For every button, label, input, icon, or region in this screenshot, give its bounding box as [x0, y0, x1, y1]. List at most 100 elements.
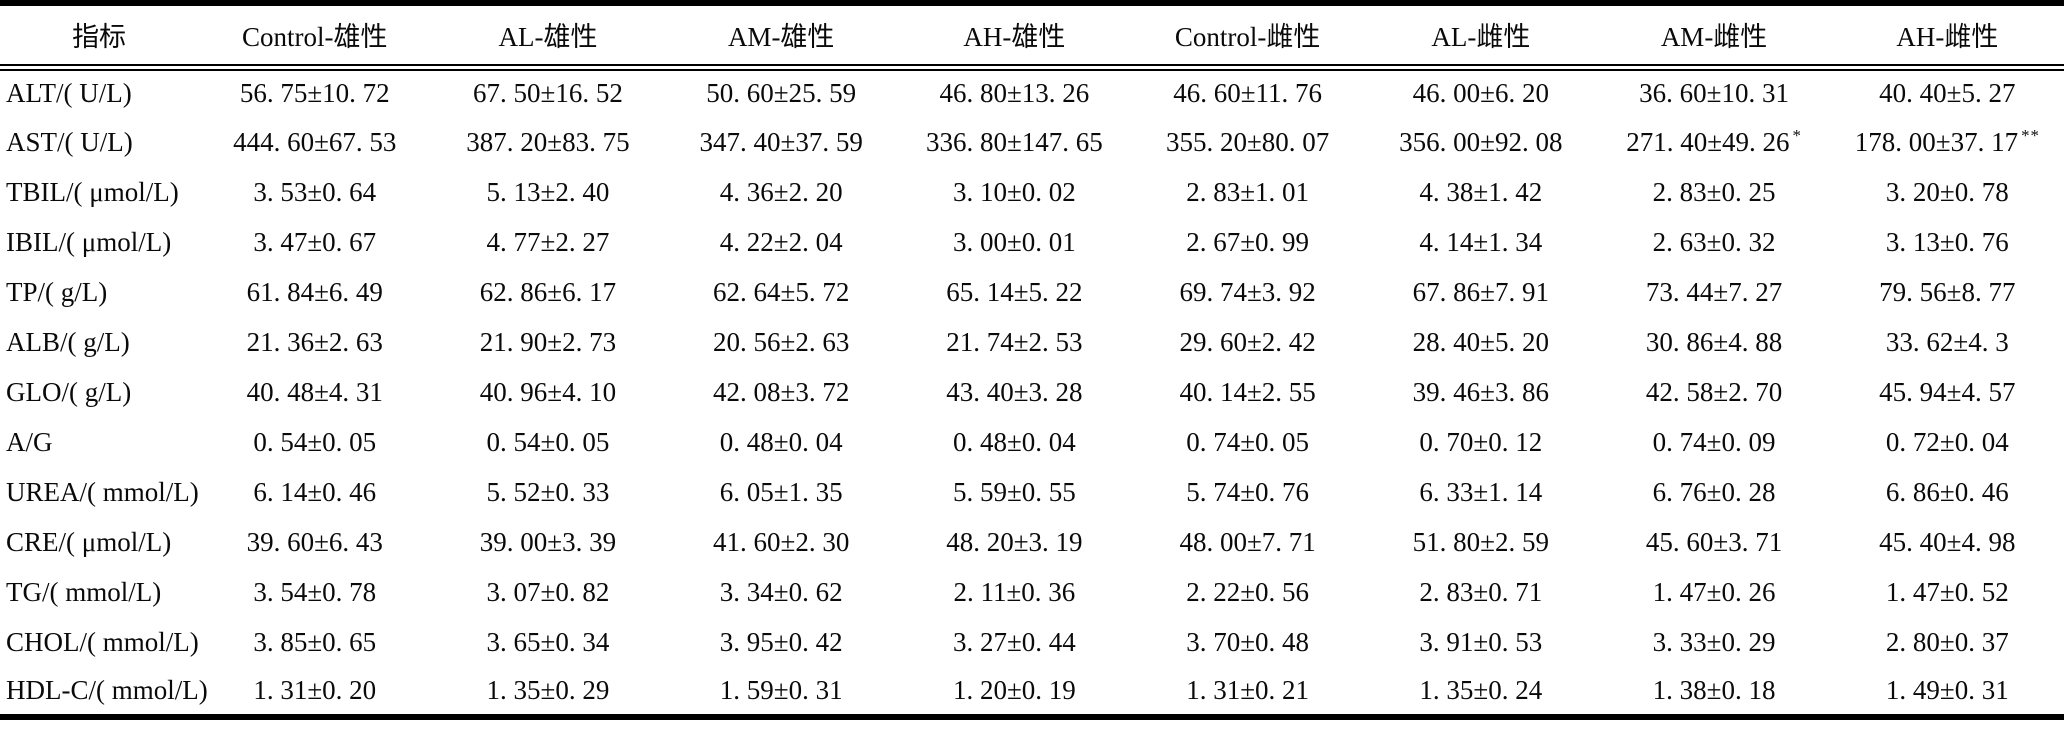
value-cell: 21. 90±2. 73	[479, 326, 617, 357]
value-cell: 3. 07±0. 82	[486, 576, 610, 607]
value-cell: 3. 53±0. 64	[253, 176, 377, 207]
value-cell: 29. 60±2. 42	[1179, 326, 1316, 357]
value-cell: 46. 80±13. 26	[939, 78, 1090, 109]
value-cell: 21. 36±2. 63	[246, 326, 383, 357]
table-row: CHOL/( mmol/L) 3. 85±0. 65 3. 65±0. 34 3. 9…	[0, 617, 2064, 667]
table-header: 指标 Control-雄性 AL-雄性 AM-雄性 AH-雄性 Control-雌性 AL-…	[0, 0, 2064, 71]
value-cell: 40. 40±5. 27	[1879, 78, 2016, 109]
value-cell: 48. 20±3. 19	[946, 526, 1083, 557]
value-cell: 79. 56±8. 77	[1879, 276, 2016, 307]
value-cell: 48. 00±7. 71	[1179, 526, 1316, 557]
table-row: CRE/( μmol/L) 39. 60±6. 43 39. 00±3. 39 41.…	[0, 517, 2064, 567]
value-cell: 336. 80±147. 65	[925, 126, 1103, 157]
column-header-group-6: AL-雌性	[1364, 0, 1598, 71]
value-cell: 355. 20±80. 07	[1165, 126, 1330, 157]
value-cell: 33. 62±4. 3	[1885, 326, 2009, 357]
column-header-indicator: 指标	[0, 0, 199, 71]
value-cell: 1. 35±0. 24	[1364, 667, 1598, 720]
value-cell: 73. 44±7. 27	[1645, 276, 1783, 307]
value-cell: 65. 14±5. 22	[946, 276, 1083, 307]
column-header-group-4: AH-雄性	[897, 0, 1132, 71]
value-cell: 5. 52±0. 33	[486, 476, 610, 507]
row-label: HDL-C/( mmol/L)	[0, 667, 208, 720]
row-label: TP/( g/L)	[6, 276, 108, 307]
value-cell: 41. 60±2. 30	[713, 526, 850, 557]
value-cell: 28. 40±5. 20	[1412, 326, 1549, 357]
row-label: IBIL/( μmol/L)	[6, 226, 172, 257]
column-header-group-1: Control-雄性	[198, 0, 432, 71]
value-cell: 69. 74±3. 92	[1179, 276, 1316, 307]
row-label: CRE/( μmol/L)	[6, 526, 172, 557]
value-cell: 0. 72±0. 04	[1885, 426, 2009, 457]
value-cell: 0. 74±0. 05	[1186, 426, 1310, 457]
row-label: A/G	[6, 426, 53, 457]
value-cell: 67. 50±16. 52	[473, 78, 623, 109]
value-cell: 3. 54±0. 78	[253, 576, 377, 607]
value-cell: 2. 63±0. 32	[1652, 226, 1776, 257]
value-cell: 1. 47±0. 52	[1885, 576, 2009, 607]
value-cell: 30. 86±4. 88	[1645, 326, 1783, 357]
value-cell: 0. 48±0. 04	[719, 426, 843, 457]
value-cell: 6. 76±0. 28	[1652, 476, 1776, 507]
value-cell: 178. 00±37. 17 **	[1854, 126, 2040, 157]
value-cell: 0. 48±0. 04	[952, 426, 1076, 457]
row-label: CHOL/( mmol/L)	[6, 626, 199, 657]
table-row: IBIL/( μmol/L) 3. 47±0. 67 4. 77±2. 27 4. 2…	[0, 217, 2064, 267]
table-body: ALT/( U/L) 56. 75±10. 72 67. 50±16. 52 50. …	[0, 67, 2064, 720]
table-row: UREA/( mmol/L) 6. 14±0. 46 5. 52±0. 33 6. 0…	[0, 467, 2064, 517]
value-cell: 2. 22±0. 56	[1186, 576, 1310, 607]
column-header-group-5: Control-雌性	[1131, 0, 1365, 71]
value-cell: 444. 60±67. 53	[233, 126, 397, 157]
table-row: TBIL/( μmol/L) 3. 53±0. 64 5. 13±2. 40 4. 3…	[0, 167, 2064, 217]
column-header-group-8: AH-雌性	[1830, 0, 2064, 71]
serum-biochemistry-table: 指标 Control-雄性 AL-雄性 AM-雄性 AH-雄性 Control-雌性 AL-…	[0, 0, 2064, 720]
value-cell: 1. 49±0. 31	[1830, 667, 2064, 720]
value-cell: 3. 27±0. 44	[952, 626, 1076, 657]
value-cell: 3. 70±0. 48	[1186, 626, 1310, 657]
value-cell: 2. 67±0. 99	[1186, 226, 1310, 257]
row-label: GLO/( g/L)	[6, 376, 132, 407]
value-cell: 3. 85±0. 65	[253, 626, 377, 657]
value-cell: 45. 40±4. 98	[1879, 526, 2016, 557]
table-row: A/G 0. 54±0. 05 0. 54±0. 05 0. 48±0. 04 0. 4…	[0, 417, 2064, 467]
value-cell: 51. 80±2. 59	[1412, 526, 1549, 557]
value-cell: 36. 60±10. 31	[1639, 78, 1789, 109]
value-cell: 46. 60±11. 76	[1173, 78, 1323, 109]
value-cell: 62. 86±6. 17	[479, 276, 617, 307]
value-cell: 50. 60±25. 59	[706, 78, 857, 109]
value-cell: 5. 13±2. 40	[486, 176, 610, 207]
value-cell: 4. 38±1. 42	[1419, 176, 1543, 207]
value-cell: 0. 54±0. 05	[486, 426, 610, 457]
value-cell: 387. 20±83. 75	[466, 126, 630, 157]
value-cell: 3. 20±0. 78	[1885, 176, 2009, 207]
value-cell: 3. 65±0. 34	[486, 626, 610, 657]
value-cell: 6. 86±0. 46	[1885, 476, 2009, 507]
value-cell: 40. 14±2. 55	[1179, 376, 1316, 407]
table-row: ALB/( g/L) 21. 36±2. 63 21. 90±2. 73 20. 56…	[0, 317, 2064, 367]
value-cell: 39. 46±3. 86	[1412, 376, 1549, 407]
value-cell: 56. 75±10. 72	[239, 78, 390, 109]
value-cell: 62. 64±5. 72	[713, 276, 850, 307]
value-cell: 42. 58±2. 70	[1645, 376, 1783, 407]
value-cell: 271. 40±49. 26 *	[1626, 126, 1802, 157]
value-cell: 3. 95±0. 42	[719, 626, 843, 657]
row-label: ALT/( U/L)	[6, 78, 132, 109]
value-cell: 3. 13±0. 76	[1885, 226, 2009, 257]
value-cell: 4. 77±2. 27	[486, 226, 610, 257]
value-cell: 40. 48±4. 31	[246, 376, 383, 407]
significance-marker: **	[2021, 126, 2040, 145]
column-header-group-2: AL-雄性	[431, 0, 665, 71]
row-label: TG/( mmol/L)	[6, 576, 162, 607]
value-cell: 45. 60±3. 71	[1645, 526, 1783, 557]
row-label: AST/( U/L)	[6, 126, 133, 157]
value-cell: 45. 94±4. 57	[1879, 376, 2016, 407]
row-label: TBIL/( μmol/L)	[6, 176, 179, 207]
row-label: UREA/( mmol/L)	[6, 476, 199, 507]
table-row: GLO/( g/L) 40. 48±4. 31 40. 96±4. 10 42. 08…	[0, 367, 2064, 417]
value-cell: 356. 00±92. 08	[1399, 126, 1563, 157]
value-cell: 67. 86±7. 91	[1412, 276, 1549, 307]
value-cell: 2. 83±1. 01	[1186, 176, 1310, 207]
value-cell: 3. 91±0. 53	[1419, 626, 1543, 657]
value-cell: 43. 40±3. 28	[946, 376, 1083, 407]
